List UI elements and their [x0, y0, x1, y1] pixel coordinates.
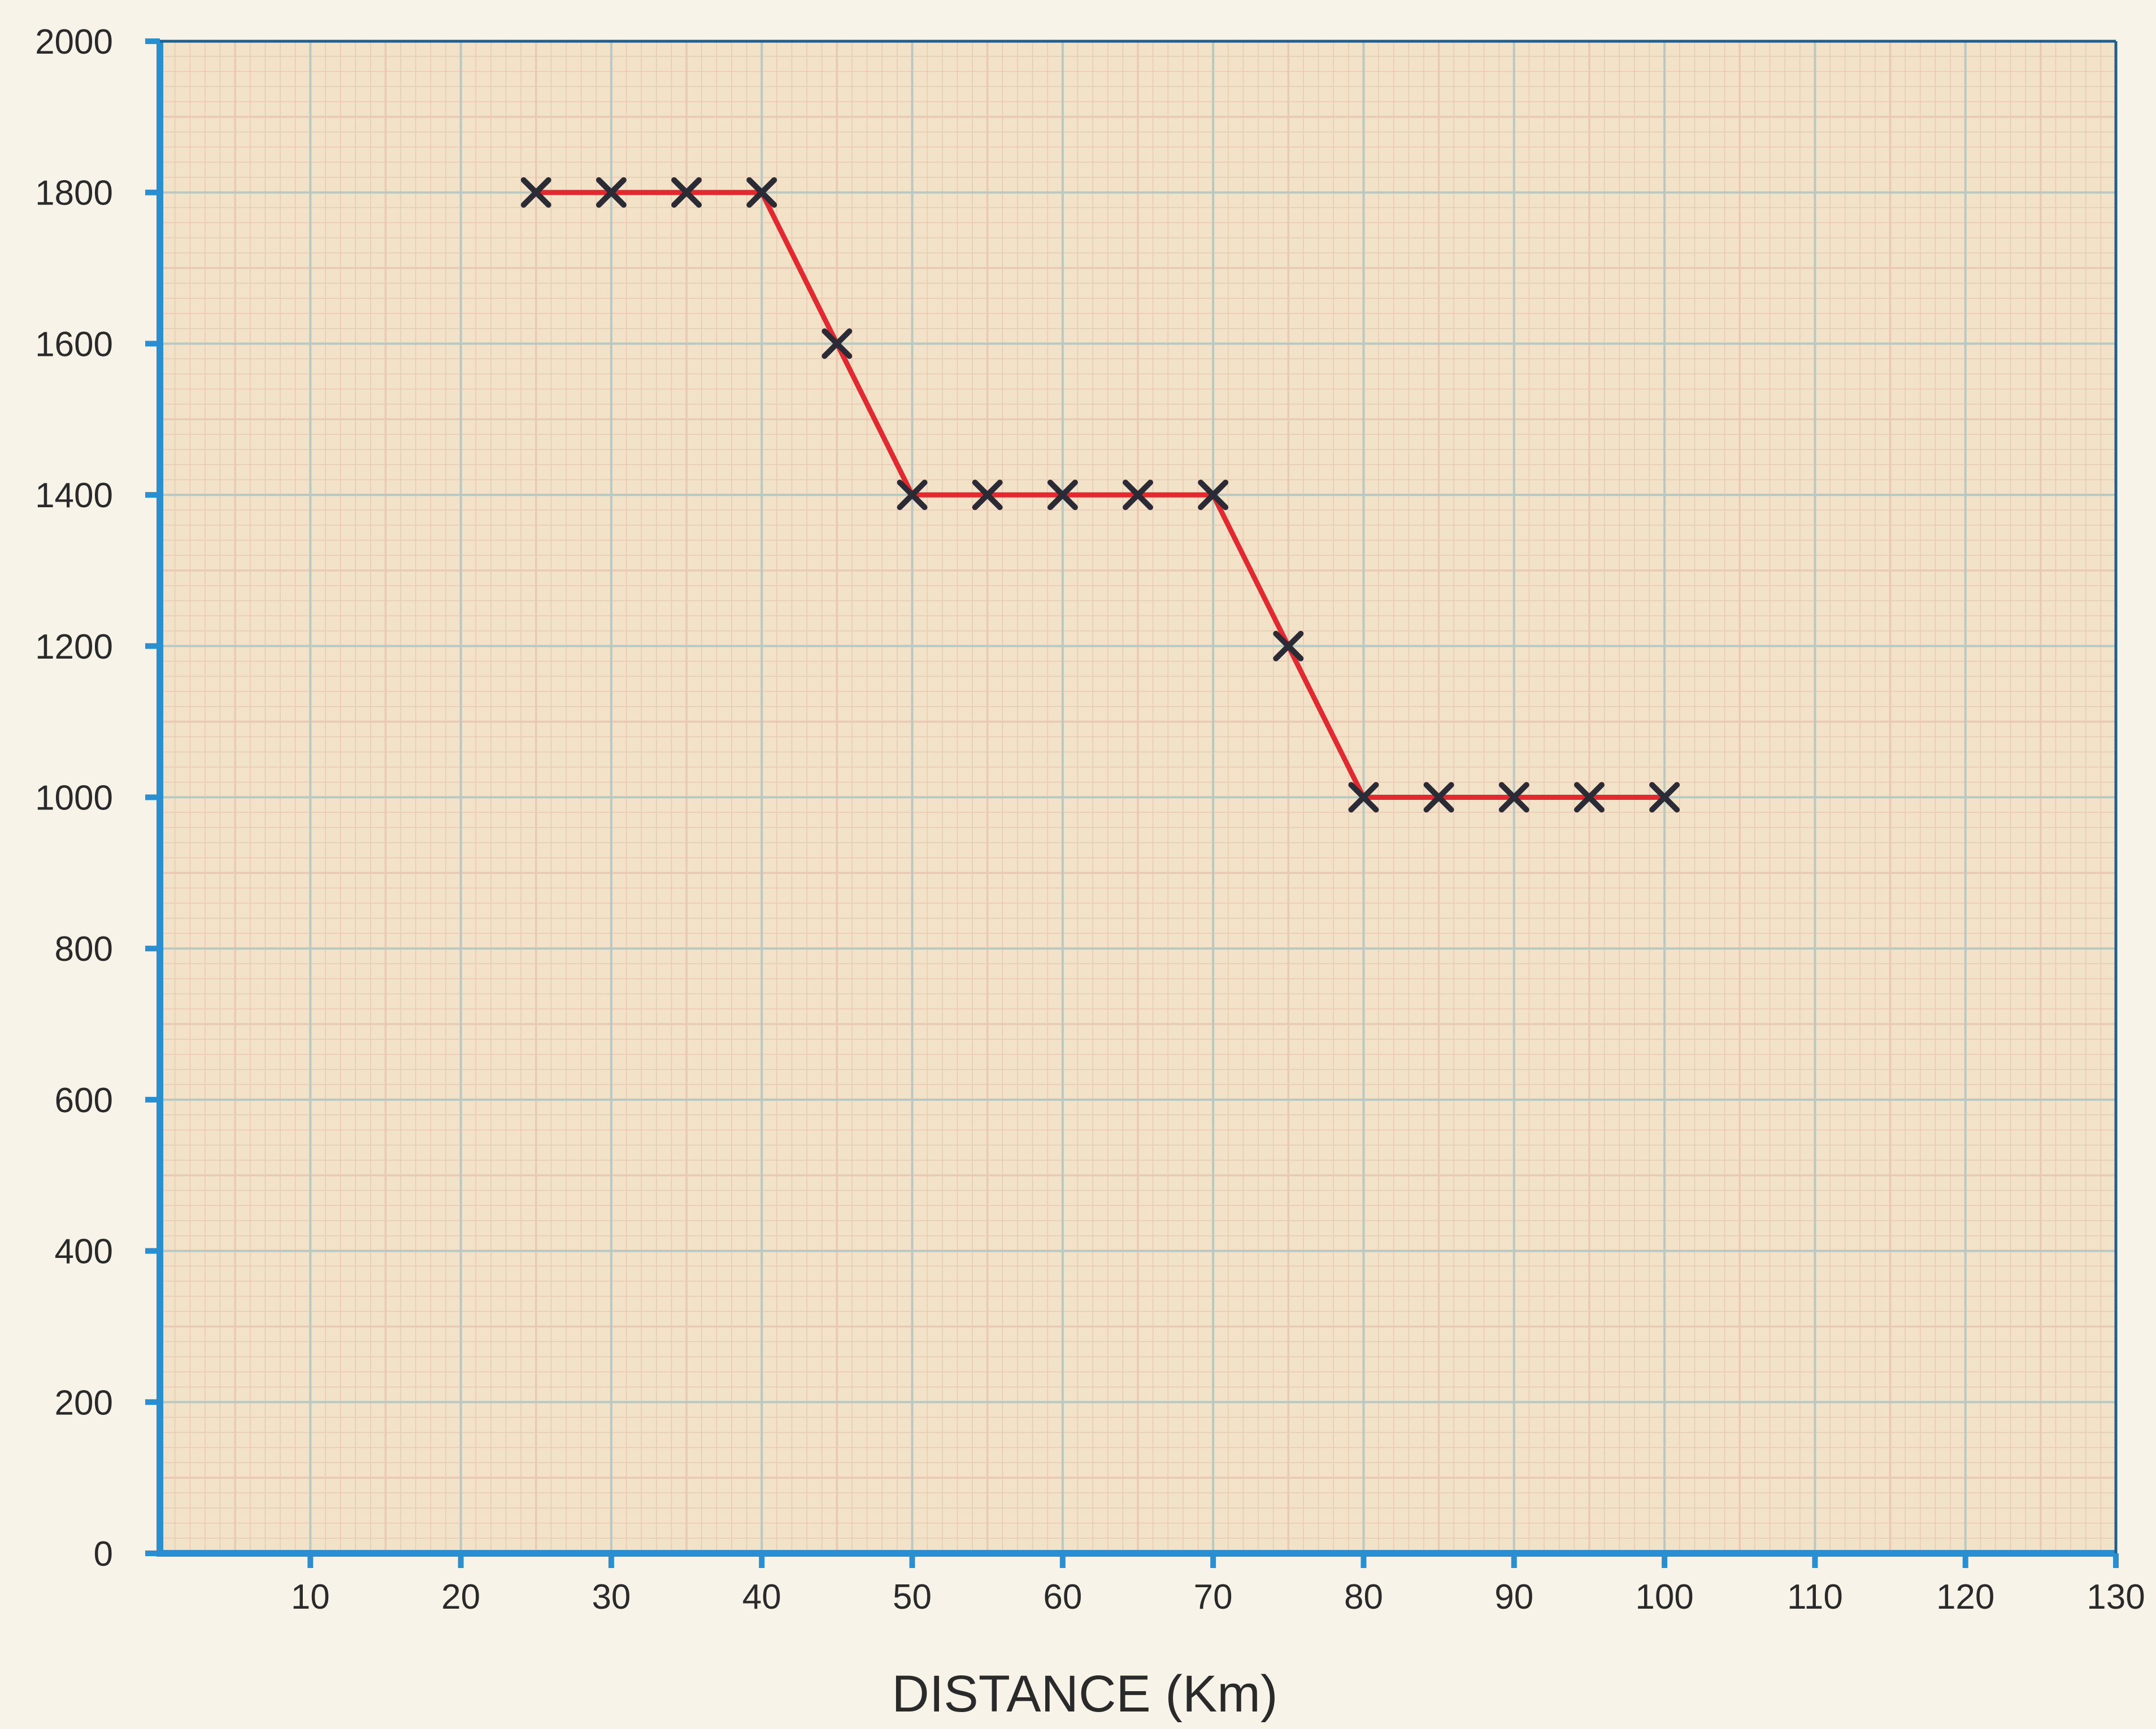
- axes: [145, 38, 2119, 1568]
- data-point-marker: [1348, 782, 1379, 813]
- data-point-marker: [1573, 782, 1605, 813]
- data-point-marker: [1649, 782, 1680, 813]
- x-tick-label: 20: [441, 1578, 480, 1617]
- data-point-marker: [1198, 480, 1229, 511]
- data-point-marker: [595, 177, 627, 208]
- x-tick-label: 80: [1344, 1578, 1383, 1617]
- data-point-marker: [821, 328, 853, 359]
- y-tick-label: 1000: [35, 779, 113, 818]
- y-tick-label: 1800: [35, 174, 113, 213]
- x-tick-label: 110: [1787, 1578, 1843, 1617]
- x-tick-label: 30: [592, 1578, 631, 1617]
- marker-stroke: [1047, 480, 1078, 511]
- data-point-marker: [1047, 480, 1078, 511]
- marker-stroke: [1198, 480, 1229, 511]
- data-point-marker: [1423, 782, 1454, 813]
- x-tick-label: 50: [893, 1578, 932, 1617]
- marker-stroke: [746, 177, 777, 208]
- x-tick-label: 70: [1194, 1578, 1233, 1617]
- y-tick-label: 2000: [35, 23, 113, 62]
- major-grid: [159, 40, 2117, 1554]
- marker-stroke: [1123, 480, 1153, 511]
- y-tick-labels: 0 200 400 600 800 1000 1200 1400 1600 1800 2000: [35, 23, 113, 1574]
- x-tick-label: 120: [1936, 1578, 1994, 1617]
- data-point-marker: [1123, 480, 1153, 511]
- marker-stroke: [671, 177, 702, 208]
- x-tick-label: 130: [2087, 1578, 2145, 1617]
- data-point-marker: [671, 177, 702, 208]
- y-tick-label: 0: [94, 1535, 113, 1574]
- marker-stroke: [1573, 782, 1605, 813]
- y-tick-label: 1400: [35, 476, 113, 515]
- marker-stroke: [1423, 782, 1454, 813]
- marker-stroke: [1273, 630, 1304, 661]
- marker-stroke: [520, 177, 551, 208]
- data-point-marker: [897, 480, 928, 511]
- x-tick-label: 10: [291, 1578, 330, 1617]
- y-tick-label: 800: [55, 930, 113, 969]
- data-point-marker: [746, 177, 777, 208]
- marker-stroke: [821, 328, 853, 359]
- data-point-marker: [1273, 630, 1304, 661]
- marker-stroke: [972, 480, 1003, 511]
- data-point-marker: [520, 177, 551, 208]
- y-tick-label: 1200: [35, 628, 113, 667]
- data-point-marker: [972, 480, 1003, 511]
- marker-stroke: [1649, 782, 1680, 813]
- x-tick-labels: 10 20 30 40 50 60 70 80 90 100 110 120 130: [291, 1578, 2145, 1617]
- series-line: [536, 190, 1665, 800]
- data-point-marker: [1498, 782, 1529, 813]
- y-tick-label: 1600: [35, 325, 113, 364]
- y-tick-label: 200: [55, 1383, 113, 1422]
- x-axis-title: DISTANCE (Km): [892, 1665, 1277, 1723]
- y-tick-label: 400: [55, 1232, 113, 1271]
- x-tick-label: 100: [1635, 1578, 1693, 1617]
- series-layer: [520, 177, 1680, 813]
- marker-stroke: [1348, 782, 1379, 813]
- marker-stroke: [595, 177, 627, 208]
- y-tick-label: 600: [55, 1081, 113, 1120]
- marker-stroke: [1498, 782, 1529, 813]
- x-tick-label: 90: [1494, 1578, 1533, 1617]
- x-tick-label: 40: [742, 1578, 781, 1617]
- marker-stroke: [897, 480, 928, 511]
- x-tick-label: 60: [1043, 1578, 1082, 1617]
